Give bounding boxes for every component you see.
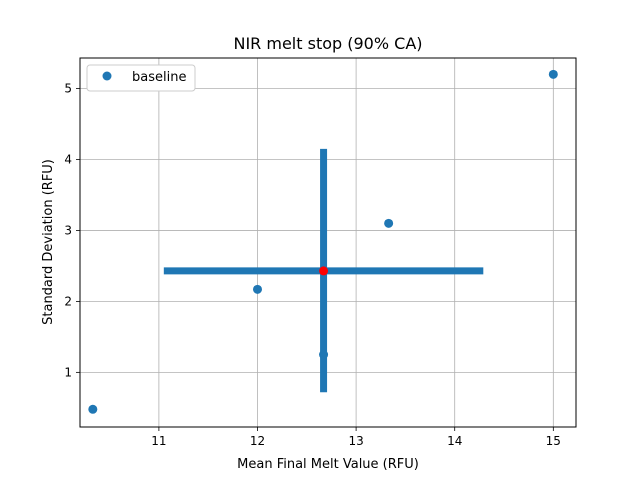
data-point	[252, 284, 262, 294]
y-tick-label: 1	[64, 365, 72, 379]
center-point	[319, 266, 329, 276]
plot-frame	[79, 57, 577, 428]
x-tick-label: 14	[447, 434, 462, 448]
y-axis-label: Standard Deviation (RFU)	[41, 159, 56, 325]
x-tick-label: 15	[546, 434, 561, 448]
data-point	[319, 350, 329, 360]
y-tick-label: 2	[64, 294, 72, 308]
grid	[80, 58, 576, 427]
y-tick-label: 5	[64, 82, 72, 96]
data-point	[548, 69, 558, 79]
x-tick-label: 11	[151, 434, 166, 448]
x-tick-label: 13	[348, 434, 363, 448]
data-point	[88, 404, 98, 414]
legend: baseline	[86, 64, 196, 92]
legend-box	[86, 64, 196, 92]
chart-title: NIR melt stop (90% CA)	[233, 34, 422, 53]
data-points	[88, 69, 558, 414]
y-tick-label: 4	[64, 152, 72, 166]
x-tick-label: 12	[250, 434, 265, 448]
legend-label: baseline	[132, 70, 186, 85]
legend-marker	[102, 71, 112, 81]
x-axis-label: Mean Final Melt Value (RFU)	[237, 457, 419, 472]
data-point	[384, 218, 394, 228]
y-tick-label: 3	[64, 223, 72, 237]
